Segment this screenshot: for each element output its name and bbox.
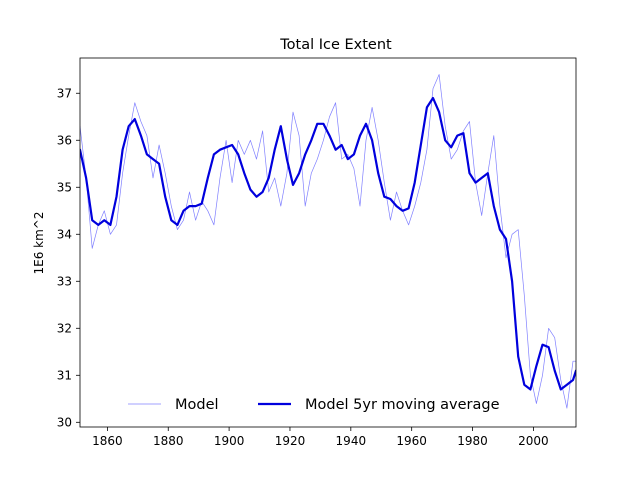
y-tick-label: 34 <box>57 227 72 241</box>
x-tick-label: 1960 <box>396 434 427 448</box>
y-axis-label: 1E6 km^2 <box>32 212 46 275</box>
x-tick-label: 1920 <box>275 434 306 448</box>
x-tick-label: 1980 <box>457 434 488 448</box>
x-tick-label: 2000 <box>518 434 549 448</box>
y-tick-label: 36 <box>57 133 72 147</box>
y-tick-label: 33 <box>57 274 72 288</box>
y-tick-label: 35 <box>57 180 72 194</box>
series-line-1 <box>80 96 576 391</box>
y-tick-label: 32 <box>57 321 72 335</box>
x-tick-label: 1860 <box>92 434 123 448</box>
legend-label-1: Model 5yr moving average <box>305 397 500 413</box>
plot-lines <box>80 74 576 409</box>
x-tick-label: 1900 <box>214 434 245 448</box>
axes: 1860 1880 1900 1920 1940 1960 1980 2000 30 31 32 33… <box>57 57 577 448</box>
plot-frame <box>79 57 577 428</box>
legend: Model Model 5yr moving average <box>128 397 500 413</box>
chart-title: Total Ice Extent <box>279 37 392 53</box>
y-tick-label: 30 <box>57 415 72 429</box>
x-tick-label: 1940 <box>336 434 367 448</box>
y-tick-label: 37 <box>57 86 72 100</box>
x-tick-label: 1880 <box>153 434 184 448</box>
legend-label-0: Model <box>175 397 219 413</box>
series-line-0 <box>80 74 576 409</box>
y-tick-label: 31 <box>57 368 72 382</box>
